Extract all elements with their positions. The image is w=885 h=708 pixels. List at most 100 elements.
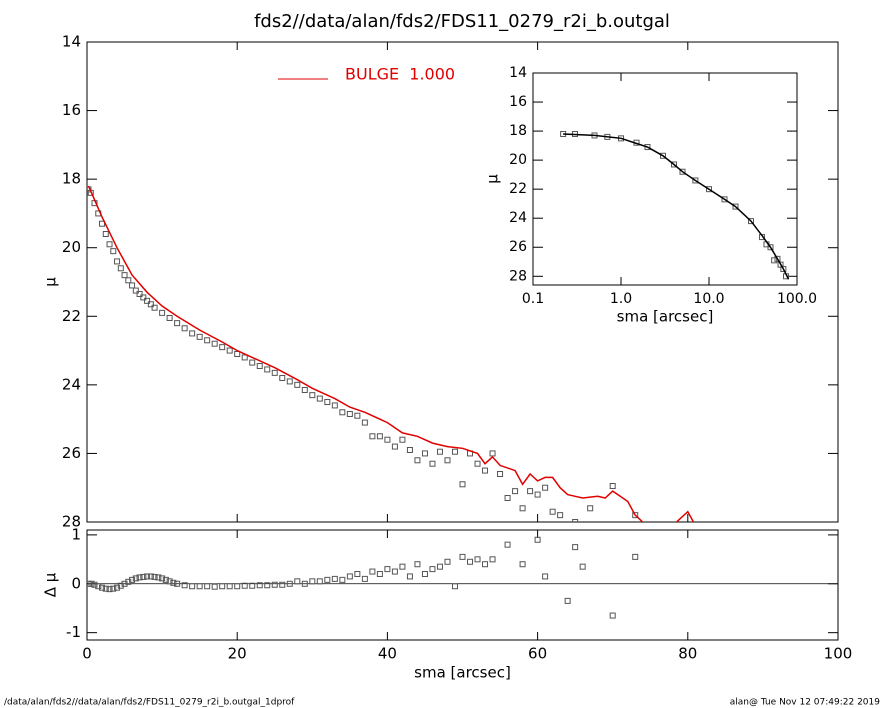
data-point [331,402,338,409]
data-point [527,488,534,495]
footer-right: alan@ Tue Nov 12 07:49:22 2019 [730,698,881,708]
data-point [346,411,353,417]
data-point [155,574,162,581]
data-point [354,412,361,419]
data-point [106,241,113,248]
data-point [189,583,196,590]
data-point [421,450,428,457]
data-point [632,553,639,560]
data-point [256,582,263,589]
data-point [474,460,481,467]
data-point [271,581,278,588]
data-point [324,576,331,583]
data-point [151,304,158,311]
data-point [609,483,616,489]
data-point [444,457,451,464]
data-point [376,433,383,440]
x-tick-label: 0 [82,645,92,663]
data-point [429,460,436,467]
y-tick-label: 26 [62,444,81,462]
data-point [147,301,154,308]
data-point [170,579,177,586]
data-point [339,409,346,416]
chart-title: fds2//data/alan/fds2/FDS11_0279_r2i_b.ou… [254,11,670,32]
data-point [489,556,496,563]
data-point [121,272,128,279]
data-point [226,347,233,354]
data-point [706,186,712,193]
data-point [106,586,113,593]
data-point [316,578,323,585]
data-point [504,541,511,548]
data-point [459,481,466,488]
data-point [414,561,421,568]
x-tick-label: 10.0 [693,291,724,307]
data-point [572,544,579,551]
x-tick-label: 60 [528,645,547,663]
data-point [384,436,391,443]
data-point [542,573,549,580]
y-tick-label: 20 [62,238,81,256]
data-point [234,583,241,590]
data-point [632,512,639,519]
data-point [121,580,128,587]
data-point [451,583,458,590]
data-point [136,574,143,581]
data-point [249,582,256,589]
data-point [414,457,421,464]
data-point [279,375,286,381]
data-point [204,337,211,344]
y-tick-label: 16 [62,101,81,119]
data-point [406,447,413,453]
data-point [132,575,139,582]
data-point [95,583,102,590]
x-tick-label: 100 [824,645,853,663]
data-point [279,581,286,588]
data-point [102,585,109,592]
data-point [316,395,323,402]
plot-area [560,130,790,280]
y-tick-label: 24 [62,375,81,393]
x-axis-label: sma [arcsec] [414,664,511,682]
data-point [286,580,293,587]
data-point [670,161,677,168]
data-point [174,580,181,587]
data-point [542,484,549,491]
data-point [519,561,526,568]
data-point [125,277,132,284]
data-point [459,553,466,560]
legend-label: BULGE 1.000 [345,65,455,84]
data-point [309,578,316,585]
x-tick-label: 20 [228,645,247,663]
data-point [301,580,308,587]
y-axis-label: μ [42,277,60,287]
data-point [286,378,293,385]
y-axis-label: μ [484,174,502,184]
y-tick-label: 28 [62,513,81,531]
data-point [557,512,564,519]
data-point [159,575,166,582]
data-point [534,491,541,498]
data-point [346,573,353,580]
data-point [241,582,248,589]
data-point [241,354,248,361]
data-point [504,495,511,501]
data-point [294,381,301,388]
data-point [264,582,271,589]
data-point [144,297,151,304]
data-point [144,573,151,580]
model-line [563,133,790,280]
data-point [91,581,98,588]
data-point [659,152,666,159]
y-tick-label: 1 [71,525,81,543]
y-tick-label: 26 [509,239,527,255]
data-point [249,359,256,366]
data-point [549,508,556,515]
data-point [110,248,117,255]
data-point [579,563,586,570]
data-point [110,585,117,592]
data-point [339,576,346,583]
data-point [204,583,211,590]
data-point [369,568,376,575]
data-point [679,168,686,175]
